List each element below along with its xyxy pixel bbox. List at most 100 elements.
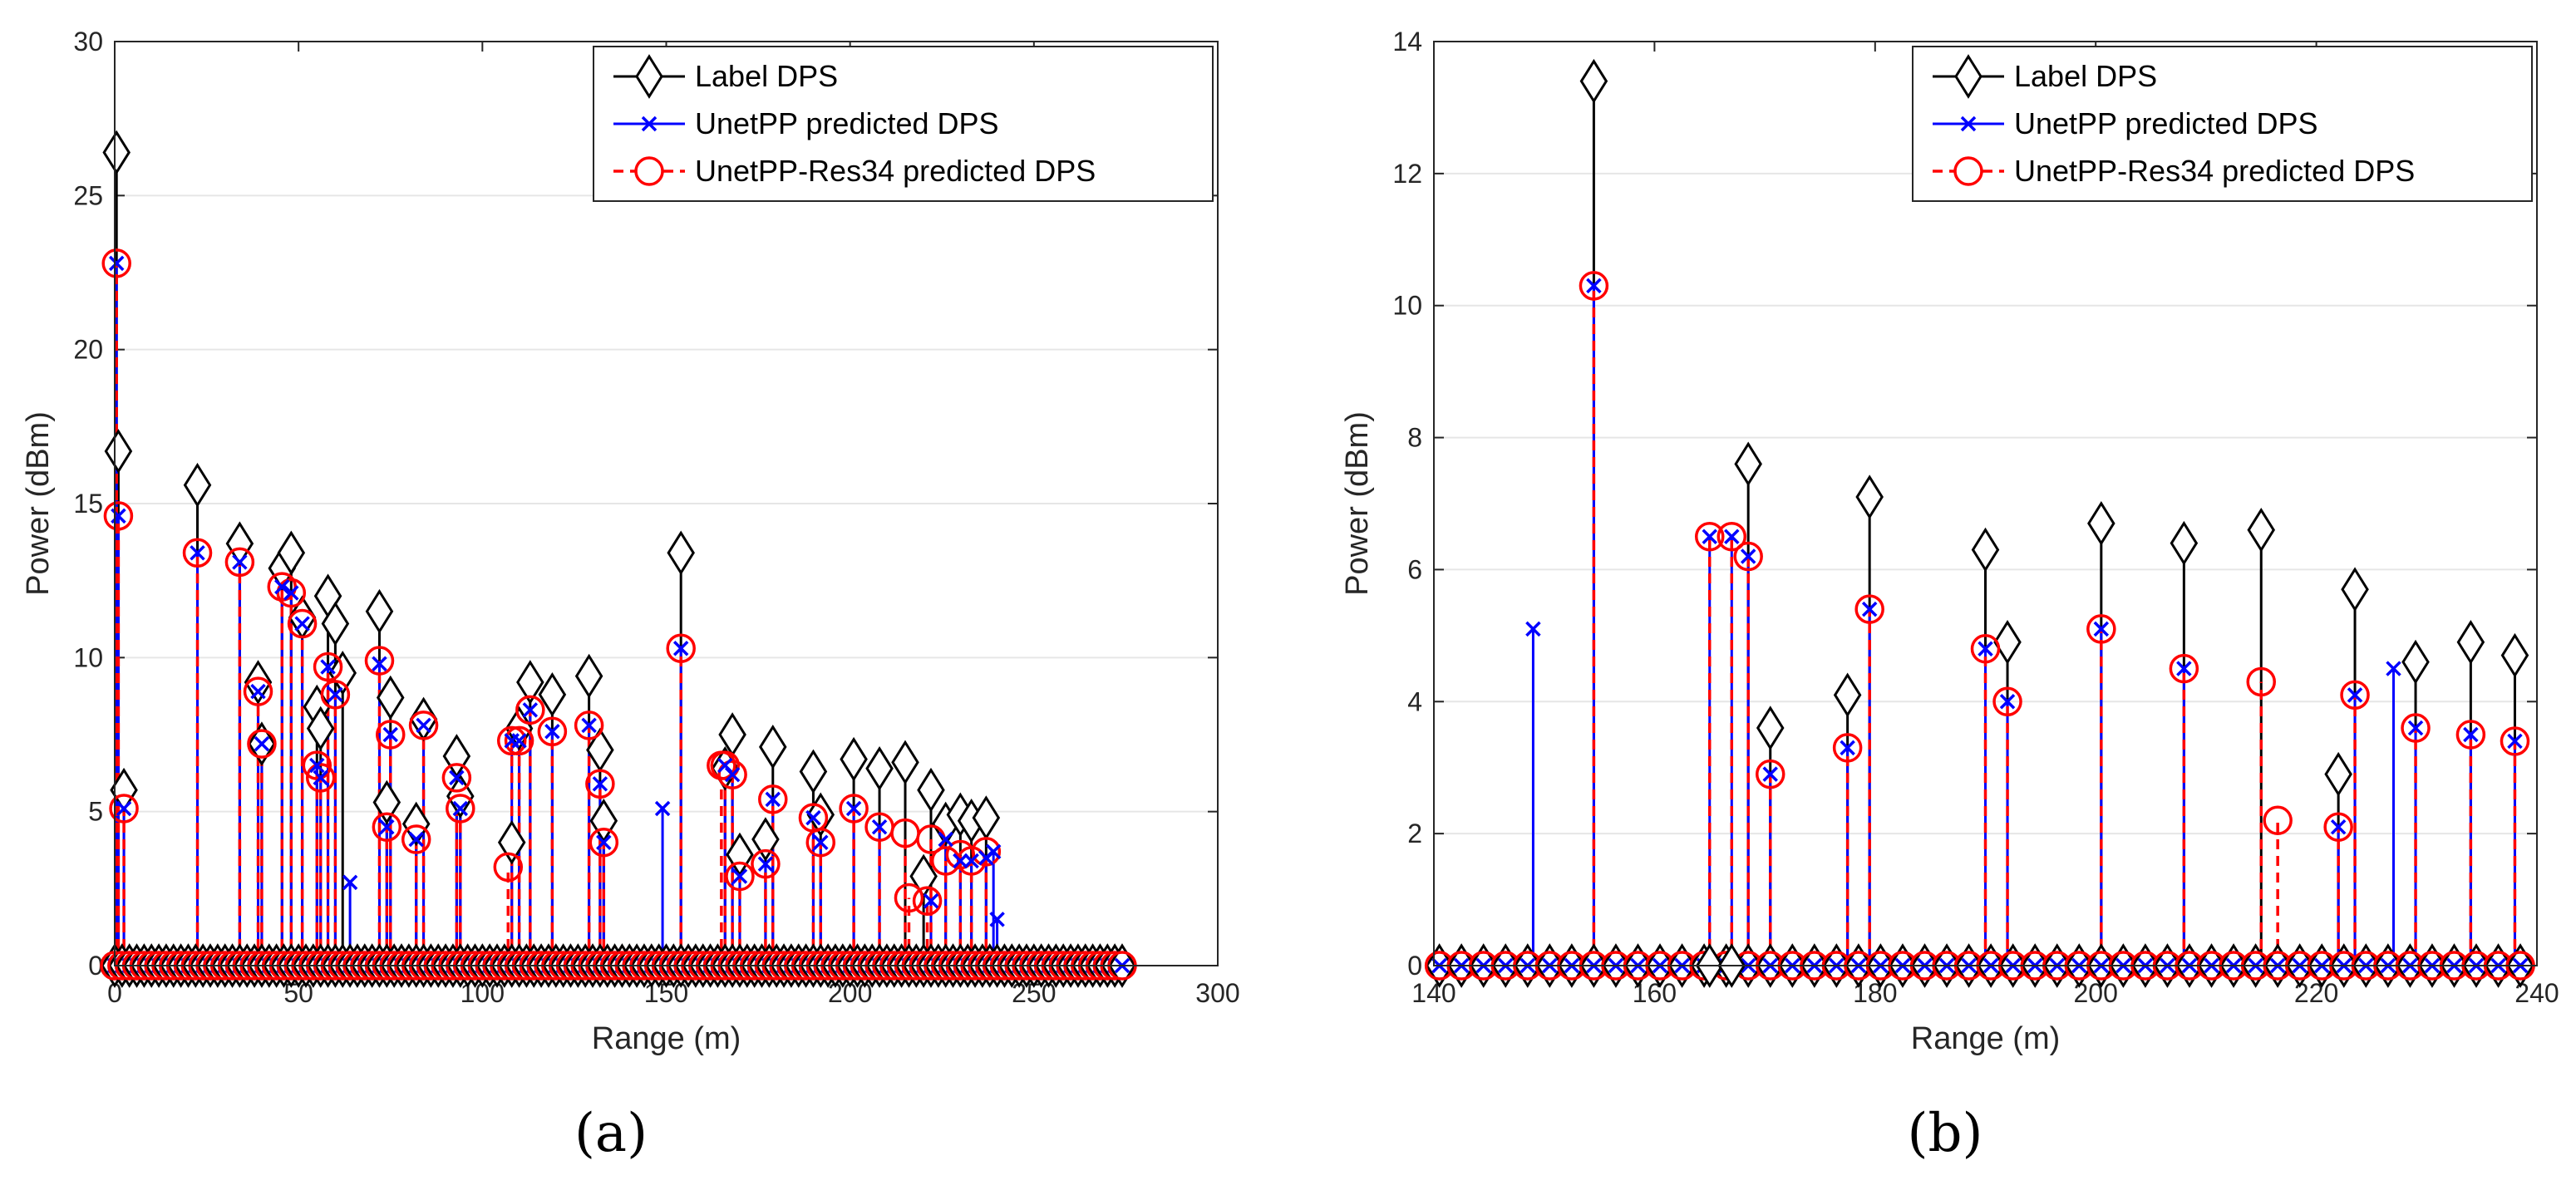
res34-marker	[894, 883, 924, 913]
res34-marker	[2169, 653, 2199, 684]
res34-marker	[408, 711, 439, 740]
unetpp-marker	[452, 800, 469, 817]
label-marker	[2341, 567, 2369, 612]
res34-marker	[2323, 812, 2353, 842]
unetpp-marker	[654, 800, 671, 817]
label-marker	[376, 675, 405, 720]
unetpp-marker	[254, 735, 270, 752]
unetpp-marker	[2407, 720, 2424, 736]
legend: Label DPS UnetPP predicted DPS UnetPP-Res3…	[593, 46, 1214, 202]
res34-marker	[247, 729, 277, 759]
unetpp-marker	[989, 912, 1005, 927]
unetpp-marker	[731, 868, 748, 884]
res34-marker	[313, 652, 343, 682]
label-marker	[751, 817, 780, 862]
res34-marker	[1717, 521, 1747, 552]
unetpp-marker	[953, 853, 968, 869]
res34-marker	[839, 794, 869, 824]
unetpp-marker	[250, 683, 266, 700]
unetpp-marker	[2386, 661, 2401, 676]
unetpp-marker	[1702, 529, 1717, 544]
axes-box	[114, 41, 1219, 966]
unetpp-marker	[511, 733, 527, 749]
unetpp-marker	[2330, 819, 2347, 835]
label-marker	[2324, 751, 2352, 797]
unetpp-marker	[1999, 694, 2016, 710]
y-tick-label: 10	[73, 642, 103, 672]
legend-box	[593, 46, 1214, 202]
unetpp-marker	[313, 770, 328, 786]
label-marker	[102, 130, 131, 175]
unetpp-marker	[757, 856, 774, 872]
res34-marker	[302, 750, 332, 780]
x-tick-label: 140	[1411, 978, 1455, 1008]
unetpp-marker	[923, 892, 939, 909]
unetpp-marker	[938, 831, 953, 848]
unetpp-marker	[320, 659, 336, 675]
label-marker	[277, 530, 306, 576]
label-marker	[2170, 520, 2199, 566]
legend-unetpp-marker	[641, 116, 658, 132]
res34-marker	[364, 646, 395, 676]
legend-res34-text: UnetPP-Res34 predicted DPS	[695, 154, 1096, 188]
unetpp-marker	[963, 853, 979, 869]
unetpp-marker	[2463, 726, 2479, 743]
label-marker	[891, 740, 919, 785]
res34-marker	[182, 538, 213, 568]
label-marker	[1993, 619, 2022, 665]
unetpp-marker	[274, 578, 290, 595]
label-marker	[667, 530, 695, 576]
res34-marker	[305, 763, 336, 793]
unetpp-marker	[382, 726, 398, 743]
res34-marker	[1992, 686, 2022, 717]
label-marker	[574, 653, 603, 699]
unetpp-marker	[581, 717, 597, 734]
res34-marker	[725, 861, 755, 892]
res34-marker	[537, 716, 568, 747]
res34-marker	[1579, 271, 1609, 301]
label-marker	[840, 736, 868, 782]
res34-marker	[320, 680, 351, 710]
y-tick-label: 0	[1407, 951, 1422, 981]
unetpp-marker	[765, 791, 781, 808]
unetpp-marker	[522, 702, 539, 718]
res34-marker	[2263, 805, 2293, 836]
legend-label-marker	[635, 54, 663, 99]
legend-unetpp-text: UnetPP predicted DPS	[2014, 106, 2318, 140]
res34-marker	[2401, 713, 2431, 743]
legend-label-text: Label DPS	[2014, 59, 2157, 93]
res34-marker	[441, 763, 472, 793]
unetpp-marker	[328, 686, 343, 703]
legend: Label DPS UnetPP predicted DPS UnetPP-Res3…	[1912, 46, 2533, 202]
label-marker	[306, 706, 335, 751]
label-marker	[2401, 639, 2430, 685]
legend-label-marker	[1954, 54, 1982, 99]
res34-marker	[758, 784, 788, 814]
label-marker	[372, 779, 401, 825]
res34-marker	[912, 886, 943, 916]
y-tick-label: 30	[73, 27, 103, 57]
unetpp-marker	[544, 724, 560, 740]
x-tick-label: 0	[107, 978, 122, 1008]
unetpp-marker	[1525, 621, 1541, 637]
unetpp-marker	[596, 834, 612, 850]
res34-marker	[496, 725, 527, 756]
unetpp-marker	[2347, 687, 2363, 703]
unetpp-marker	[1840, 740, 1855, 756]
legend-unetpp-marker	[1960, 116, 1977, 132]
label-marker	[516, 660, 544, 705]
res34-marker	[1832, 733, 1863, 763]
res34-marker	[401, 824, 431, 854]
label-marker	[799, 749, 828, 794]
y-tick-label: 0	[88, 951, 103, 981]
unetpp-marker	[871, 819, 888, 835]
label-marker	[909, 853, 938, 899]
label-marker	[1971, 527, 2000, 573]
unetpp-marker	[2093, 621, 2110, 637]
legend-label-text: Label DPS	[695, 59, 838, 93]
unetpp-marker	[1978, 641, 1993, 656]
y-tick-label: 15	[73, 489, 103, 519]
res34-marker	[372, 812, 402, 842]
